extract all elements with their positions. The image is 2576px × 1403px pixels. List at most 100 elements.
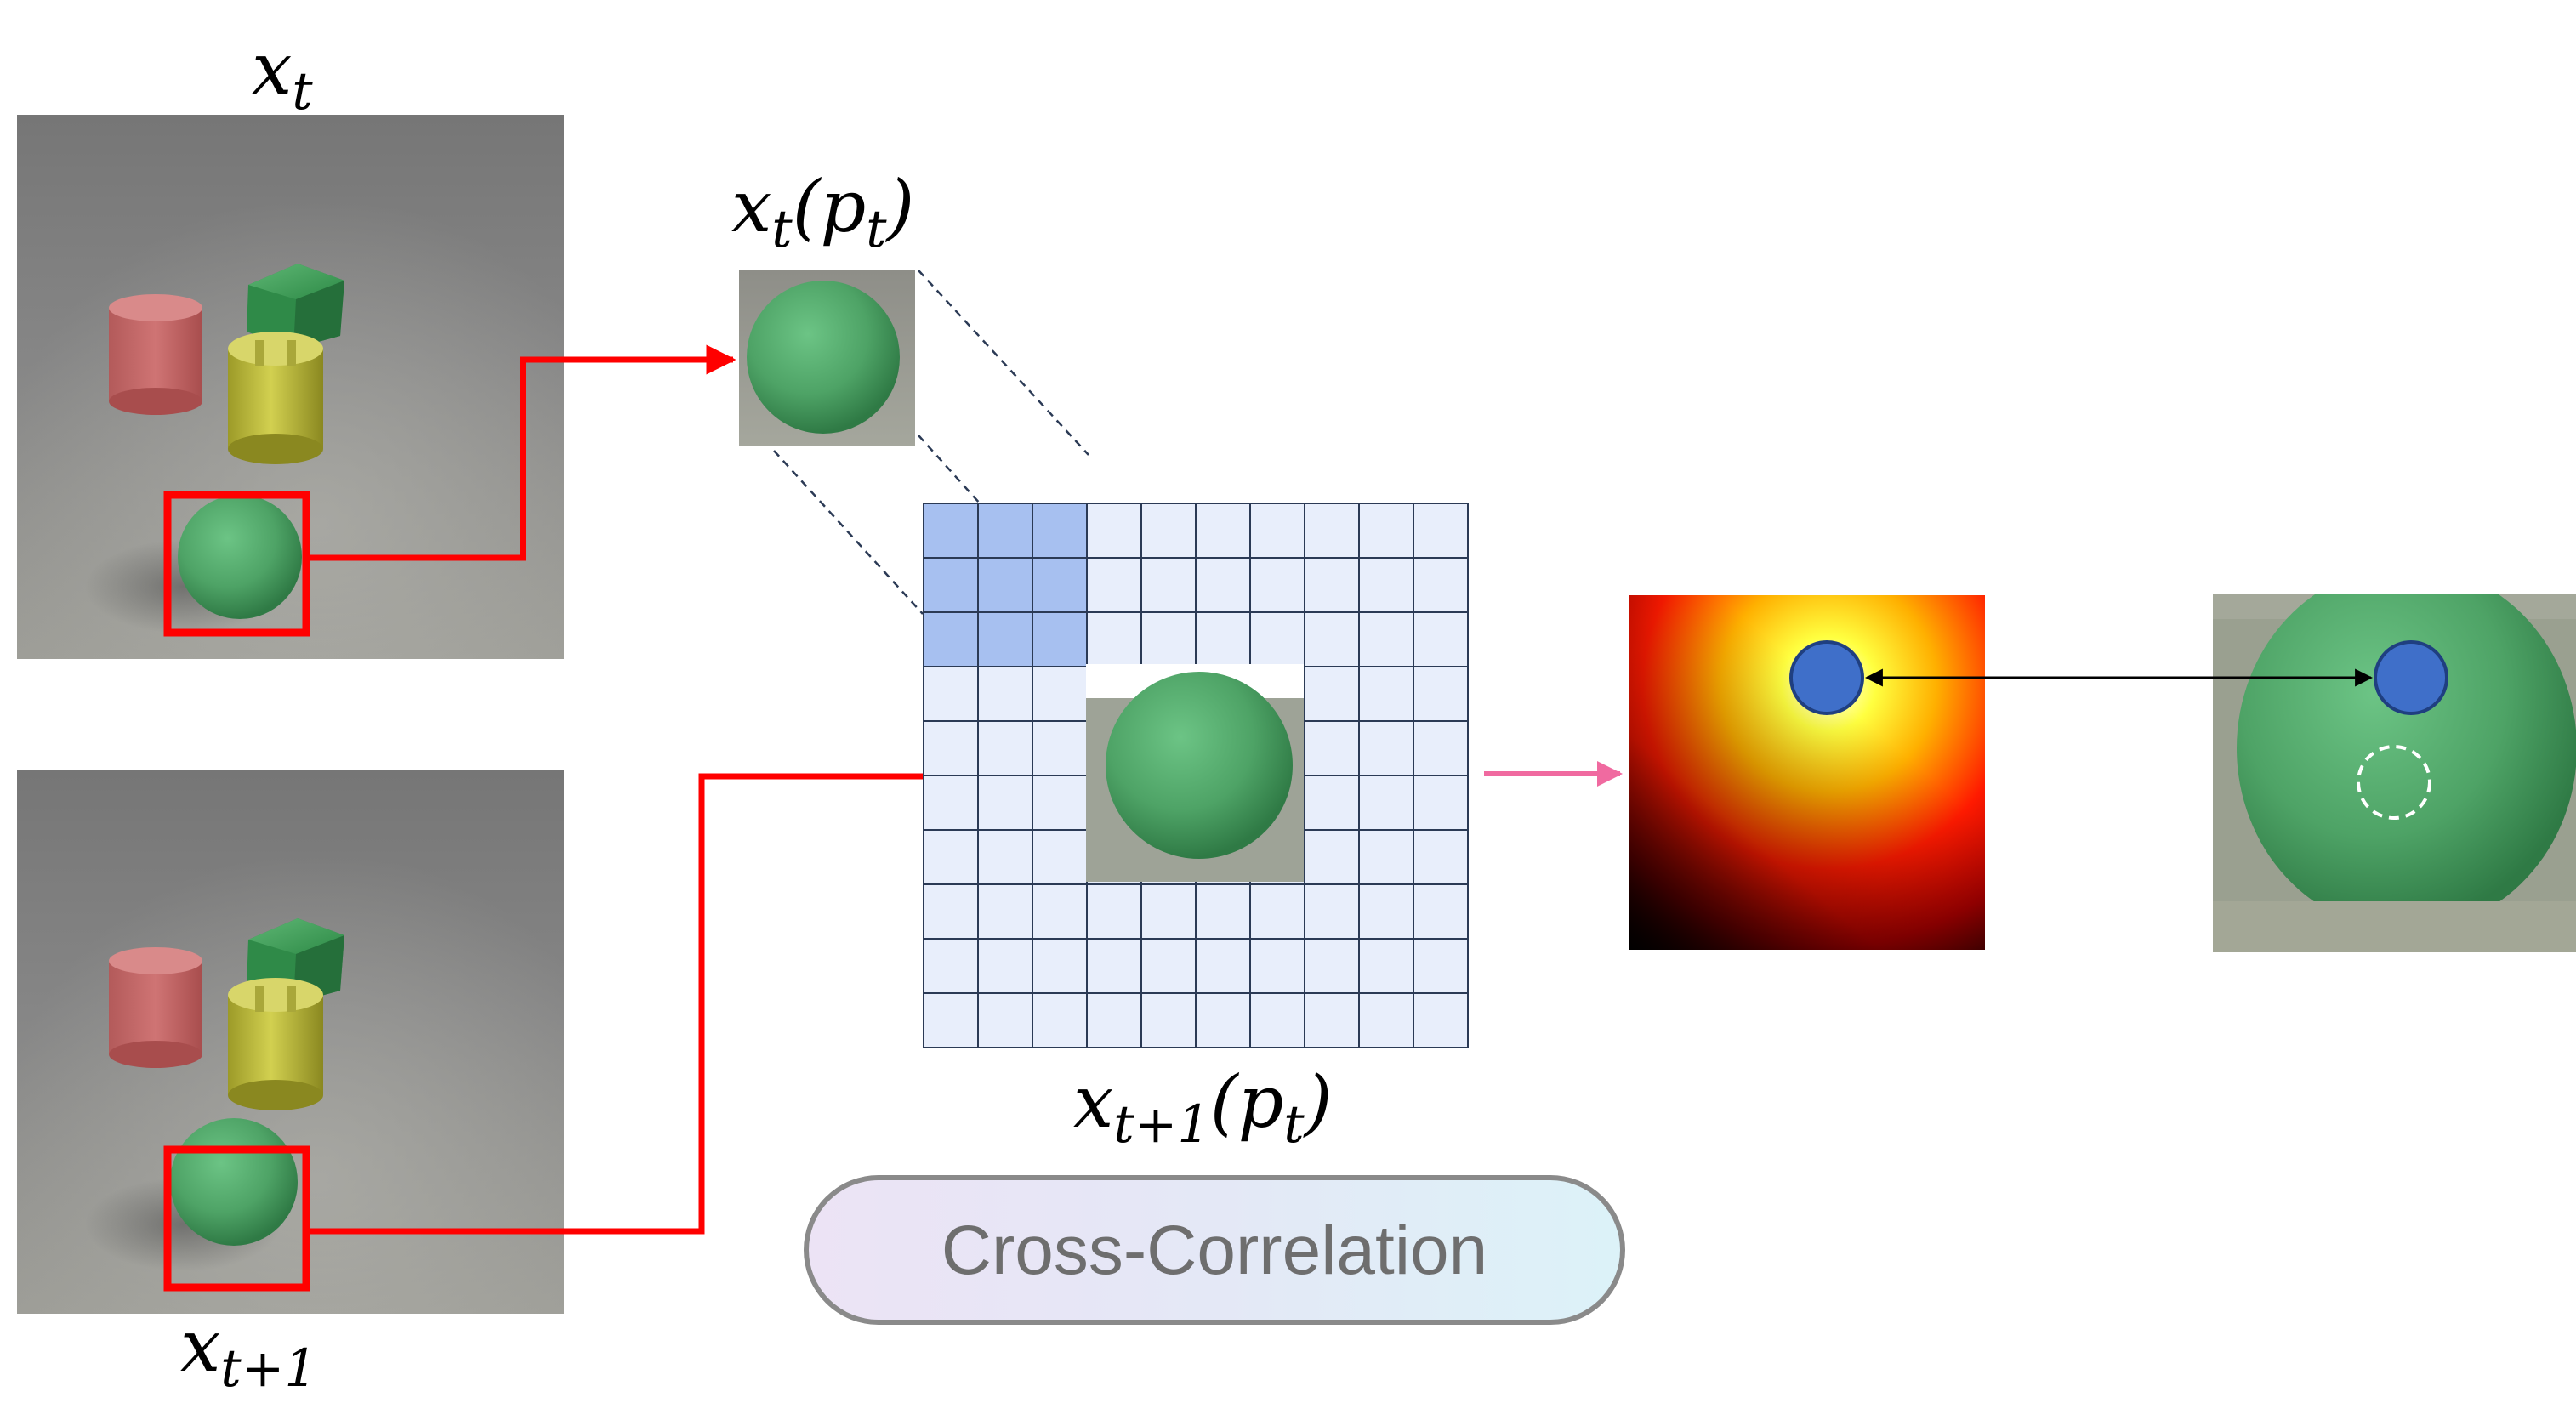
grid-cell <box>1032 992 1088 1048</box>
grid-cell <box>1195 938 1251 994</box>
grid-cell <box>923 720 979 776</box>
label-search-region: xt+1(pt) <box>1073 1060 1332 1155</box>
grid-cell <box>1195 992 1251 1048</box>
grid-cell <box>1249 611 1305 667</box>
grid-cell <box>1032 829 1088 885</box>
grid-cell <box>1304 775 1360 831</box>
grid-cell <box>1304 829 1360 885</box>
grid-cell-template-window <box>977 503 1033 559</box>
green-sphere <box>170 1118 298 1246</box>
grid-cell <box>1413 829 1469 885</box>
projection-lines <box>773 270 1089 617</box>
grid-cell <box>1358 611 1414 667</box>
grid-cell <box>1195 503 1251 559</box>
grid-cell-template-window <box>923 557 979 613</box>
grid-cell <box>1413 883 1469 940</box>
grid-cell <box>1358 557 1414 613</box>
template-patch <box>739 270 915 446</box>
grid-cell <box>1195 883 1251 940</box>
green-sphere <box>178 495 302 619</box>
svg-text:Cross-Correlation: Cross-Correlation <box>941 1212 1488 1289</box>
grid-cell <box>1413 938 1469 994</box>
grid-cell <box>977 992 1033 1048</box>
peak-point-heatmap <box>1789 640 1864 715</box>
scene-frame-t1 <box>17 770 564 1314</box>
grid-cell-template-window <box>923 503 979 559</box>
grid-cell-template-window <box>1032 557 1088 613</box>
grid-cell <box>1413 557 1469 613</box>
grid-cell <box>1413 503 1469 559</box>
grid-cell <box>977 720 1033 776</box>
grid-cell <box>977 775 1033 831</box>
grid-cell <box>1086 611 1142 667</box>
grid-cell <box>1140 557 1197 613</box>
label-template-patch: xt(pt) <box>731 165 914 259</box>
grid-cell <box>1413 775 1469 831</box>
grid-cell <box>1358 666 1414 722</box>
connector-box-to-patch <box>308 344 736 561</box>
zoomed-object-view <box>2213 594 2576 952</box>
grid-cell <box>1358 829 1414 885</box>
grid-cell <box>1032 938 1088 994</box>
grid-cell <box>1086 938 1142 994</box>
grid-cell <box>1304 611 1360 667</box>
grid-cell <box>923 938 979 994</box>
grid-cell <box>1304 883 1360 940</box>
grid-cell <box>1358 503 1414 559</box>
grid-cell-template-window <box>1032 503 1088 559</box>
grid-cell <box>1413 720 1469 776</box>
previous-position-marker <box>2357 745 2431 820</box>
grid-cell <box>1032 883 1088 940</box>
grid-cell <box>923 829 979 885</box>
green-cube <box>247 264 344 349</box>
grid-cell <box>1086 557 1142 613</box>
grid-cell <box>1249 883 1305 940</box>
grid-cell <box>923 775 979 831</box>
grid-cell <box>1304 503 1360 559</box>
label-xt1: xt+1 <box>180 1304 317 1399</box>
grid-cell <box>1140 992 1197 1048</box>
grid-cell <box>977 829 1033 885</box>
grid-cell <box>1249 938 1305 994</box>
grid-cell <box>1358 883 1414 940</box>
red-cylinder <box>109 947 202 1068</box>
grid-cell <box>1304 992 1360 1048</box>
grid-cell <box>1304 557 1360 613</box>
grid-cell <box>1413 992 1469 1048</box>
cross-correlation-badge: Cross-Correlation <box>804 1175 1625 1325</box>
peak-point-zoomed <box>2374 640 2448 715</box>
grid-cell <box>1413 666 1469 722</box>
grid-cell <box>1032 666 1088 722</box>
red-cylinder <box>109 294 202 415</box>
grid-cell <box>1140 883 1197 940</box>
grid-cell <box>923 883 979 940</box>
grid-cell <box>977 666 1033 722</box>
grid-cell <box>1195 611 1251 667</box>
grid-cell <box>977 938 1033 994</box>
grid-cell <box>1304 938 1360 994</box>
grid-cell <box>1032 720 1088 776</box>
yellow-cylinder <box>228 978 323 1110</box>
grid-cell <box>1086 883 1142 940</box>
grid-cell-template-window <box>977 611 1033 667</box>
grid-cell <box>1140 938 1197 994</box>
grid-cell <box>1358 775 1414 831</box>
search-center-patch <box>1086 664 1304 882</box>
grid-cell <box>1358 720 1414 776</box>
grid-cell <box>1413 611 1469 667</box>
grid-cell <box>923 666 979 722</box>
grid-cell <box>1086 503 1142 559</box>
grid-cell-template-window <box>977 557 1033 613</box>
grid-cell <box>1249 503 1305 559</box>
grid-cell <box>1140 503 1197 559</box>
grid-cell <box>1358 992 1414 1048</box>
grid-cell <box>1195 557 1251 613</box>
connector-box-to-search <box>308 761 1085 1235</box>
grid-cell <box>1086 992 1142 1048</box>
grid-cell <box>1304 720 1360 776</box>
label-xt: xt <box>252 27 313 122</box>
grid-cell-template-window <box>1032 611 1088 667</box>
grid-cell <box>1032 775 1088 831</box>
grid-cell-template-window <box>923 611 979 667</box>
